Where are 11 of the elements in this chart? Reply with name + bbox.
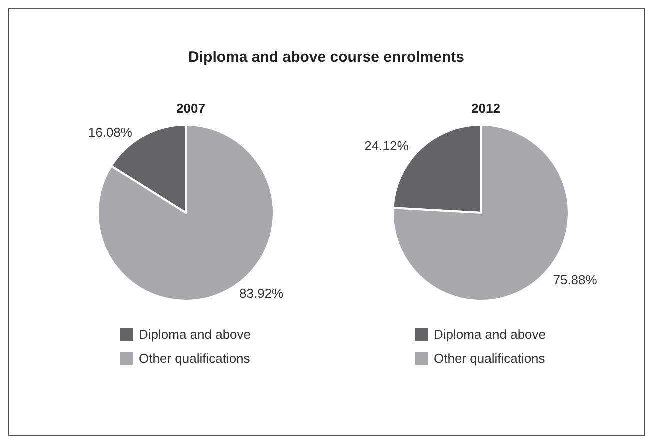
data-label: 24.12% [364, 138, 410, 154]
legend-label: Diploma and above [434, 327, 546, 342]
legend-label: Other qualifications [434, 351, 546, 366]
legend-label: Diploma and above [139, 327, 252, 342]
legend-label: Other qualifications [139, 351, 251, 366]
data-label: 83.92% [240, 286, 284, 302]
text: Diploma and above course enrolments [188, 49, 466, 66]
chart-subtitle: 2007 [176, 101, 206, 116]
data-label: 16.08% [88, 124, 133, 140]
data-label: 75.88% [553, 272, 598, 288]
chart-subtitle: 2012 [472, 101, 500, 116]
